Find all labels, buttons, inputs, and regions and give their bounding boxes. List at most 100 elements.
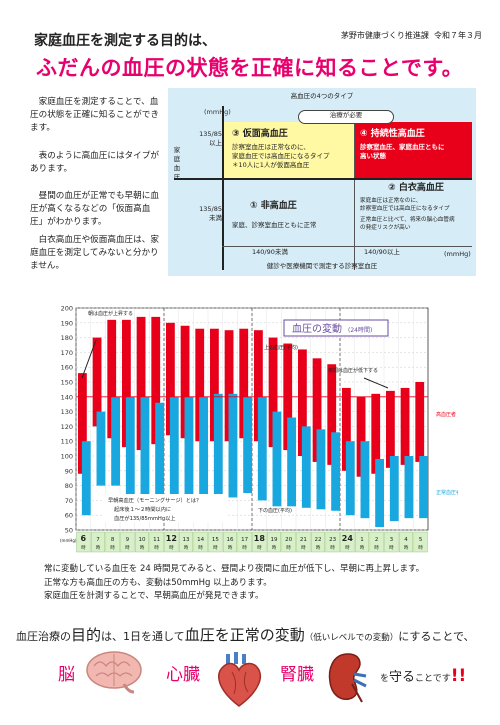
bar-high-bp [92,337,102,427]
hour-unit: 時 [154,545,159,551]
legend-normal-bp: 正常血圧者 [436,489,458,496]
annotation-surge-a2: 血圧が135/85mmHg以上 [114,514,176,522]
hour-unit: 時 [96,545,101,551]
hour-cell [325,531,340,553]
table-center-line [354,122,355,270]
bar-normal-bp [96,411,106,486]
y-threshold-upper: 135/85 以上 [199,130,222,147]
treatment-needed-badge: 治療が必要 [298,110,394,124]
hour-unit: 時 [374,545,379,551]
hour-unit: 時 [125,545,130,551]
y-tick-label: 170 [61,349,73,357]
annotation-upper-avg: 上の血圧(平均) [264,344,298,351]
hypertension-types-table: 高血圧の4つのタイプ (mmHg) 家庭血圧 135/85 以上 135/85 未満… [168,88,476,276]
arrow-night [363,377,389,389]
hour-unit: 時 [360,545,365,551]
hour-unit: 時 [404,545,409,551]
table-horizontal-axis [174,178,472,180]
hour-cell [369,531,384,553]
hour-cell [252,531,267,553]
hour-label: 3 [390,537,394,543]
treatment-goal: 血圧治療の目的は、1日を通して血圧を正常の変動（低いレベルでの変動）にすることで… [16,626,475,644]
organization-date: 茅野市健康づくり推進課 令和７年３月 [341,30,482,41]
hour-unit: 時 [286,545,291,551]
chart-title-box [283,319,389,337]
bar-high-bp [166,322,175,436]
hour-unit: 時 [184,545,189,551]
organ-kidney-label: 腎臓 [280,665,314,685]
hour-label: 18 [254,534,266,543]
hour-unit: 時 [316,545,321,551]
hour-cell [237,531,252,553]
bar-high-bp [268,337,278,448]
hour-cell [178,531,194,553]
kidney-icon [328,653,367,703]
bar-normal-bp [419,456,428,519]
bar-normal-bp [345,441,355,516]
y-tick-label: 70 [65,497,73,505]
x-threshold-above: 140/90以上 [364,248,400,256]
bar-high-bp [415,382,425,462]
title-line1: 家庭血圧を測定する目的は、 [34,33,216,49]
bar-normal-bp [404,456,414,519]
hour-label: 23 [329,537,336,543]
bar-normal-bp [287,417,296,507]
hour-label: 17 [241,537,248,543]
explanation-line-1: 常に変動している血圧を 24 時間見てみると、昼間より夜間に血圧が低下し、早朝に… [44,564,425,574]
hour-cell [384,531,399,553]
cell-normal: ① 非高血圧 家庭、診察室血圧ともに正常 [232,201,317,230]
types-table-unit: (mmHg) [204,108,231,116]
annotation-surge-a1: 起床後１～２時間以内に [114,505,171,513]
hour-cell [310,531,326,553]
hour-cell [266,531,282,553]
hour-label: 16 [227,537,234,543]
y-tick-label: 130 [61,408,73,416]
bar-high-bp [151,316,161,445]
y-tick-label: 160 [61,364,73,372]
annotation-surge-q: 早朝高血圧（モーニングサージ）とは？ [108,496,201,504]
bar-high-bp [78,373,87,474]
hour-cell [105,531,120,553]
hour-cell [222,531,238,553]
y-tick-label: 120 [61,423,73,431]
bar-normal-bp [389,456,399,522]
hour-cell [281,531,296,553]
bar-normal-bp [111,396,120,486]
hour-unit: 時 [418,545,423,551]
hour-label: 10 [139,537,146,543]
surge-box [104,494,228,522]
hour-label: 15 [212,537,219,543]
y-tick-label: 50 [65,527,73,535]
bar-normal-bp [243,396,252,493]
bar-normal-bp [169,396,179,507]
bar-normal-bp [184,396,194,508]
bar-high-bp [122,319,131,448]
hour-cell [164,531,179,553]
office-bp-axis-label: 健診や医療機関で測定する診察室血圧 [266,262,378,270]
intro-paragraph-2: 表のように高血圧にはタイプがあります。 [30,151,159,174]
y-tick-label: 180 [61,334,73,342]
y-tick-label: 190 [61,319,73,327]
hour-label: 21 [300,537,307,543]
hour-label: 13 [183,537,190,543]
y-tick-label: 140 [61,393,73,401]
y-tick-label: 110 [61,438,73,446]
hour-label: 4 [404,537,408,543]
hour-cell [149,531,164,553]
y-tick-label: 150 [61,379,73,387]
bar-high-bp [327,364,337,465]
explanation-line-3: 家庭血圧を計測することで、早朝高血圧が発見できます。 [44,591,264,601]
hour-unit: 時 [257,545,262,551]
y-tick-label: 90 [65,467,73,475]
hour-label: 11 [153,537,160,543]
table-bottom-line [222,246,472,247]
bp-variation-chart: 5060708090100110120130140150160170180190… [58,298,458,556]
bar-high-bp [371,393,381,474]
hour-label: 22 [315,537,322,543]
hour-cell [76,531,91,553]
heart-icon [218,652,261,707]
types-table-title: 高血圧の4つのタイプ [290,92,354,100]
hour-unit: 時 [213,545,218,551]
bar-high-bp [254,330,263,442]
hour-label: 1 [360,537,364,543]
